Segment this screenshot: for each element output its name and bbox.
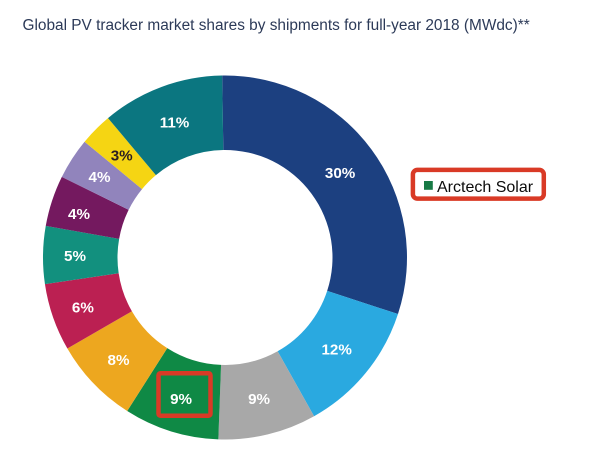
svg-text:9%: 9% <box>170 391 192 408</box>
svg-text:8%: 8% <box>108 352 130 369</box>
svg-text:12%: 12% <box>321 342 352 359</box>
svg-text:Arctech Solar: Arctech Solar <box>437 179 534 196</box>
svg-text:6%: 6% <box>72 300 94 317</box>
svg-text:3%: 3% <box>111 148 133 165</box>
svg-text:9%: 9% <box>248 391 270 408</box>
svg-text:11%: 11% <box>160 115 190 132</box>
svg-text:Global PV tracker market share: Global PV tracker market shares by shipm… <box>23 17 530 34</box>
svg-text:30%: 30% <box>325 165 356 182</box>
svg-text:4%: 4% <box>89 169 111 186</box>
svg-text:5%: 5% <box>64 248 86 265</box>
svg-text:4%: 4% <box>68 206 90 223</box>
